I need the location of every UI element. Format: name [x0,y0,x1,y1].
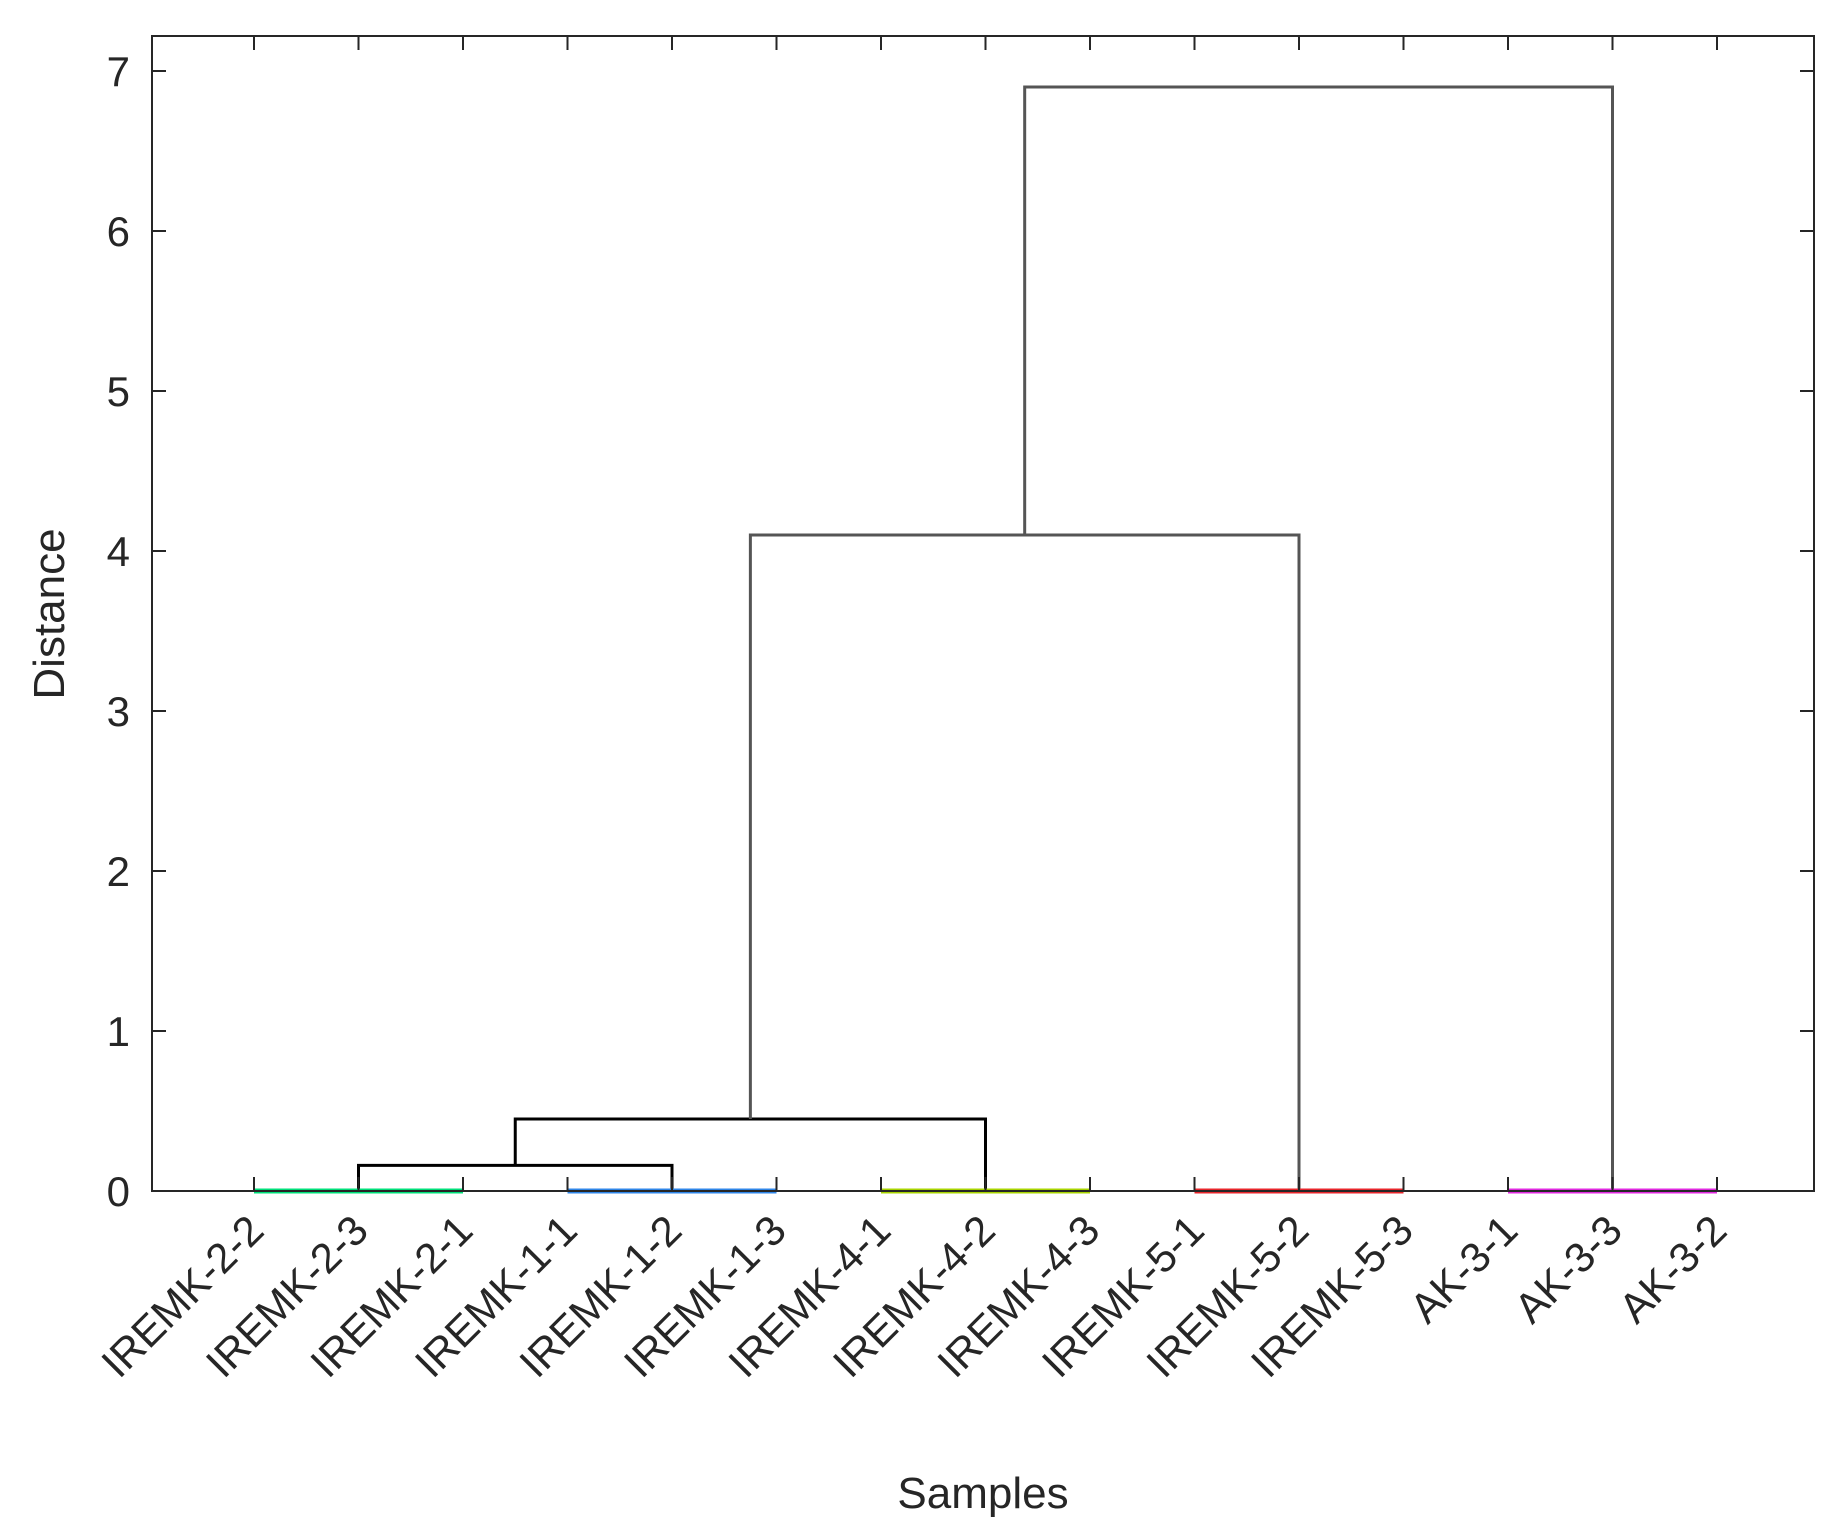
x-axis-title: Samples [897,1469,1068,1518]
dendrogram-links [357,85,1614,1191]
link-1 [513,1117,987,1191]
y-tick-label: 1 [107,1008,130,1055]
y-tick-label: 0 [107,1168,130,1215]
y-tick-label: 6 [107,208,130,255]
link-3 [1023,85,1614,1191]
y-tick-label: 2 [107,848,130,895]
y-axis-title: Distance [25,528,74,699]
plot-frame [151,35,1815,1192]
x-tick-label: AK-3-3 [1505,1206,1631,1332]
y-axis: 0 1 2 3 4 5 6 7 [107,48,1814,1215]
link-2 [748,533,1301,1191]
x-axis: IREMK-2-2IREMK-2-3IREMK-2-1IREMK-1-1IREM… [92,36,1735,1386]
link-0 [357,1163,674,1191]
y-tick-label: 3 [107,688,130,735]
x-tick-label: AK-3-1 [1401,1206,1527,1332]
y-tick-label: 5 [107,368,130,415]
y-tick-label: 7 [107,48,130,95]
y-tick-label: 4 [107,528,130,575]
x-tick-label: AK-3-2 [1610,1206,1736,1332]
